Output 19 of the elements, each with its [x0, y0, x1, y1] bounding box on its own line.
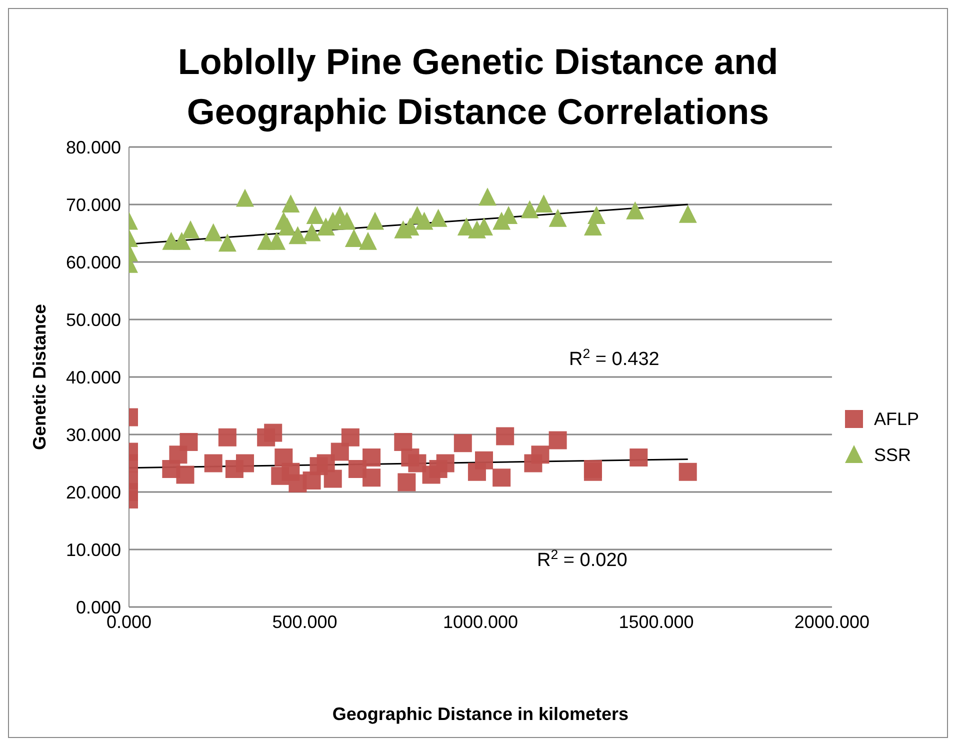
y-tick-label: 40.000 — [66, 367, 121, 388]
x-tick-label: 1500.000 — [618, 612, 694, 632]
x-tick-label: 1000.000 — [442, 612, 518, 632]
legend-label: SSR — [874, 444, 911, 466]
chart-title: Loblolly Pine Genetic Distance and Geographic Distance Correlations — [176, 40, 780, 134]
y-tick-label: 30.000 — [66, 424, 121, 445]
y-tick-label: 60.000 — [66, 252, 121, 272]
y-tick-label: 80.000 — [66, 137, 121, 158]
legend-label: AFLP — [874, 408, 919, 430]
y-tick-label: 10.000 — [66, 540, 121, 560]
x-tick-label: 500.000 — [272, 612, 338, 632]
y-axis-title: Genetic Distance — [29, 304, 50, 450]
y-tick-label: 20.000 — [66, 482, 121, 502]
x-tick-label: 2000.000 — [794, 612, 870, 632]
y-tick-label: 50.000 — [66, 310, 121, 330]
annotation: R$^{2}$ = 0.020 — [537, 546, 628, 571]
y-tick-label: 70.000 — [66, 194, 121, 215]
annotation: R$^{2}$ = 0.432 — [569, 346, 660, 370]
x-axis-title: Geographic Distance in kilometers — [332, 704, 629, 724]
